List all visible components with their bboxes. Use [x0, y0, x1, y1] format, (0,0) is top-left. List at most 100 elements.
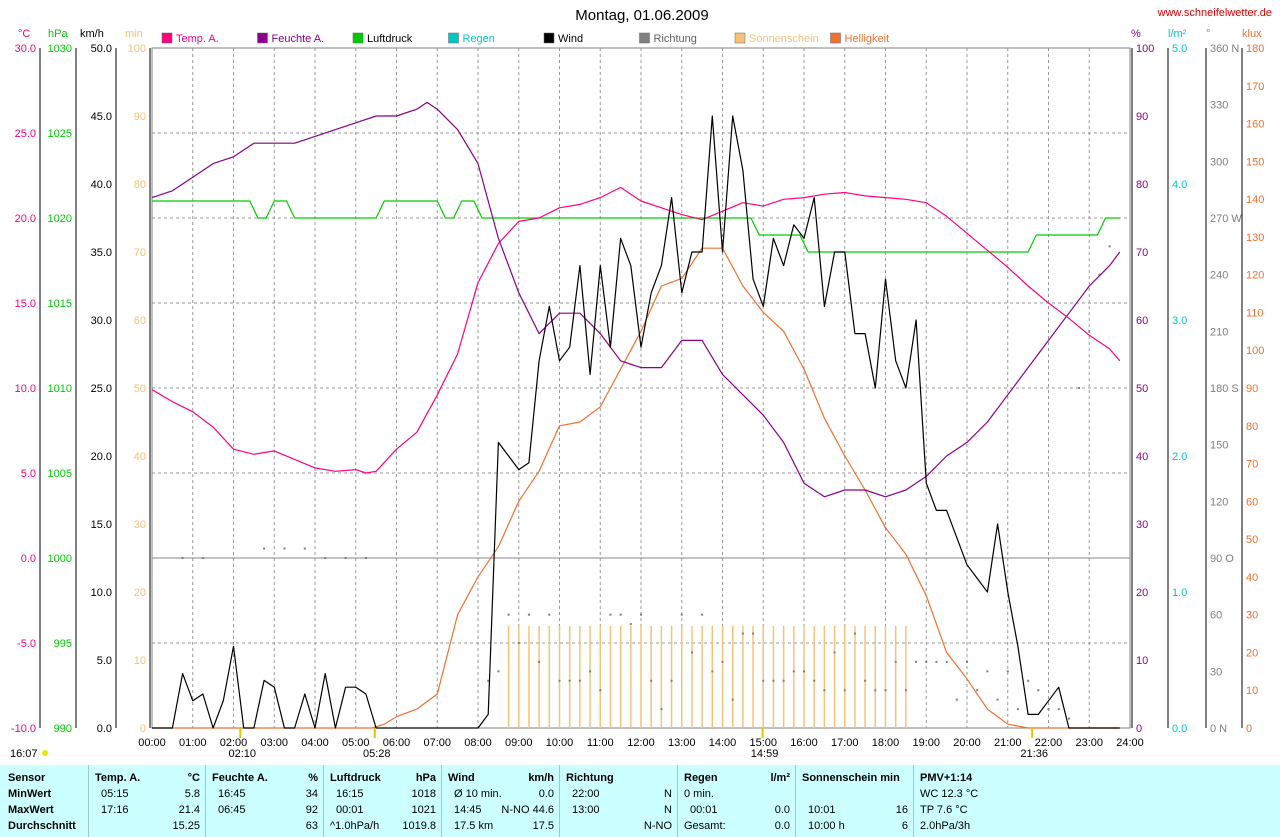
direction-point — [181, 557, 184, 559]
direction-point — [578, 679, 581, 682]
event-left-time: 16:07 — [10, 748, 38, 760]
legend-swatch — [830, 32, 841, 44]
direction-point — [680, 613, 683, 616]
direction-point — [548, 613, 551, 616]
legend-label: Richtung — [654, 33, 697, 45]
legend-swatch — [352, 32, 364, 44]
direction-point — [721, 660, 724, 663]
tick-label-wind: 5.0 — [97, 655, 112, 667]
direction-point — [303, 547, 306, 550]
tick-label-humidity: 50 — [1136, 383, 1148, 395]
press-unit: hPa — [415, 772, 436, 784]
stats-rain: Regen l/m² 0 min. 00:01 0.0 Gesamt: 0.0 — [677, 765, 796, 837]
rain-max-value: 0.0 — [774, 804, 790, 816]
tick-label-minutes: 10 — [134, 655, 146, 667]
direction-point — [823, 689, 826, 692]
wind-max-time: 14:45 — [454, 804, 482, 816]
hum-unit: % — [308, 772, 318, 784]
x-tick-label: 07:00 — [423, 737, 451, 749]
tick-label-temp: -10.0 — [11, 723, 36, 735]
direction-point — [650, 679, 653, 682]
tick-label-humidity: 0 — [1136, 723, 1142, 735]
tick-label-temp: 25.0 — [15, 128, 36, 140]
dir-min-value: N — [664, 788, 672, 800]
stats-wind: Wind km/h Ø 10 min. 0.0 14:45 N-NO 44.6 … — [441, 765, 560, 837]
x-tick-label: 02:00 — [220, 737, 248, 749]
tick-label-rain: 2.0 — [1172, 451, 1187, 463]
x-tick-label: 05:00 — [342, 737, 370, 749]
wind-line — [152, 115, 1120, 729]
tick-label-direction: 270 W — [1210, 213, 1242, 225]
tick-label-humidity: 70 — [1136, 247, 1148, 259]
tick-label-minutes: 20 — [134, 587, 146, 599]
direction-point — [701, 613, 704, 616]
dir-min-time: 22:00 — [572, 788, 600, 800]
legend-label: Feuchte A. — [272, 33, 325, 45]
row-avg-label: Durchschnitt — [8, 820, 76, 832]
x-tick-label: 23:00 — [1075, 737, 1103, 749]
tick-label-minutes: 90 — [134, 111, 146, 123]
legend-swatch — [448, 32, 459, 44]
legend-swatch — [257, 32, 268, 44]
direction-point — [527, 613, 530, 616]
direction-point — [1057, 708, 1060, 711]
direction-point — [752, 632, 755, 635]
direction-point — [599, 689, 602, 692]
direction-point — [1108, 245, 1111, 248]
direction-point — [1098, 273, 1101, 276]
tick-label-pressure: 995 — [54, 638, 72, 650]
tick-label-klux: 120 — [1246, 270, 1264, 282]
wind-max-value: N-NO 44.6 — [501, 804, 554, 816]
tick-label-wind: 20.0 — [91, 451, 112, 463]
direction-point — [935, 660, 938, 663]
direction-point — [925, 660, 928, 663]
tick-label-klux: 70 — [1246, 459, 1258, 471]
temp-min-value: 5.8 — [184, 788, 200, 800]
unit-direction: ° — [1206, 28, 1210, 40]
tick-label-wind: 15.0 — [91, 519, 112, 531]
x-tick-label: 18:00 — [872, 737, 900, 749]
dir-max-time: 13:00 — [572, 804, 600, 816]
direction-point — [782, 679, 785, 682]
direction-point — [966, 660, 968, 663]
direction-point — [986, 670, 989, 673]
direction-point — [538, 660, 541, 663]
unit-pressure: hPa — [48, 28, 68, 40]
direction-point — [904, 689, 907, 692]
tick-label-klux: 20 — [1246, 647, 1258, 659]
tick-label-direction: 330 — [1210, 100, 1228, 112]
tick-label-humidity: 60 — [1136, 315, 1148, 327]
direction-point — [874, 689, 877, 692]
hum-title: Feuchte A. — [212, 772, 268, 784]
stats-sensor: Sensor MinWert MaxWert Durchschnitt — [0, 765, 88, 837]
sun-max-time: 10:01 — [808, 804, 836, 816]
sun-icon — [42, 750, 48, 756]
stats-humidity: Feuchte A. % 16:45 34 06:45 92 63 — [205, 765, 324, 837]
tick-label-klux: 100 — [1246, 345, 1264, 357]
direction-point — [619, 613, 622, 616]
x-tick-label: 16:00 — [790, 737, 818, 749]
direction-point — [915, 660, 918, 663]
tick-label-pressure: 1000 — [48, 553, 72, 565]
sunrise-marker-label: 05:28 — [363, 748, 391, 760]
stats-direction: Richtung 22:00 N 13:00 N N-NO — [559, 765, 678, 837]
direction-point — [813, 679, 816, 682]
direction-point — [629, 623, 632, 626]
direction-point — [344, 557, 347, 559]
unit-minutes: min — [125, 28, 143, 40]
x-tick-label: 06:00 — [383, 737, 411, 749]
row-max-label: MaxWert — [8, 804, 54, 816]
temp-avg-value: 15.25 — [172, 820, 200, 832]
rain-unit: l/m² — [770, 772, 790, 784]
press-max-time: 00:01 — [336, 804, 364, 816]
tick-label-temp: 5.0 — [21, 468, 36, 480]
legend-label: Regen — [463, 33, 495, 45]
wind-avg-value: 17.5 — [532, 820, 554, 832]
direction-point — [497, 670, 500, 673]
tick-label-humidity: 20 — [1136, 587, 1148, 599]
direction-point — [690, 651, 693, 654]
pmv-title: PMV+1:14 — [920, 772, 973, 784]
direction-point — [1088, 330, 1091, 333]
x-tick-label: 04:00 — [301, 737, 329, 749]
rain-total-label: Gesamt: — [684, 820, 726, 832]
